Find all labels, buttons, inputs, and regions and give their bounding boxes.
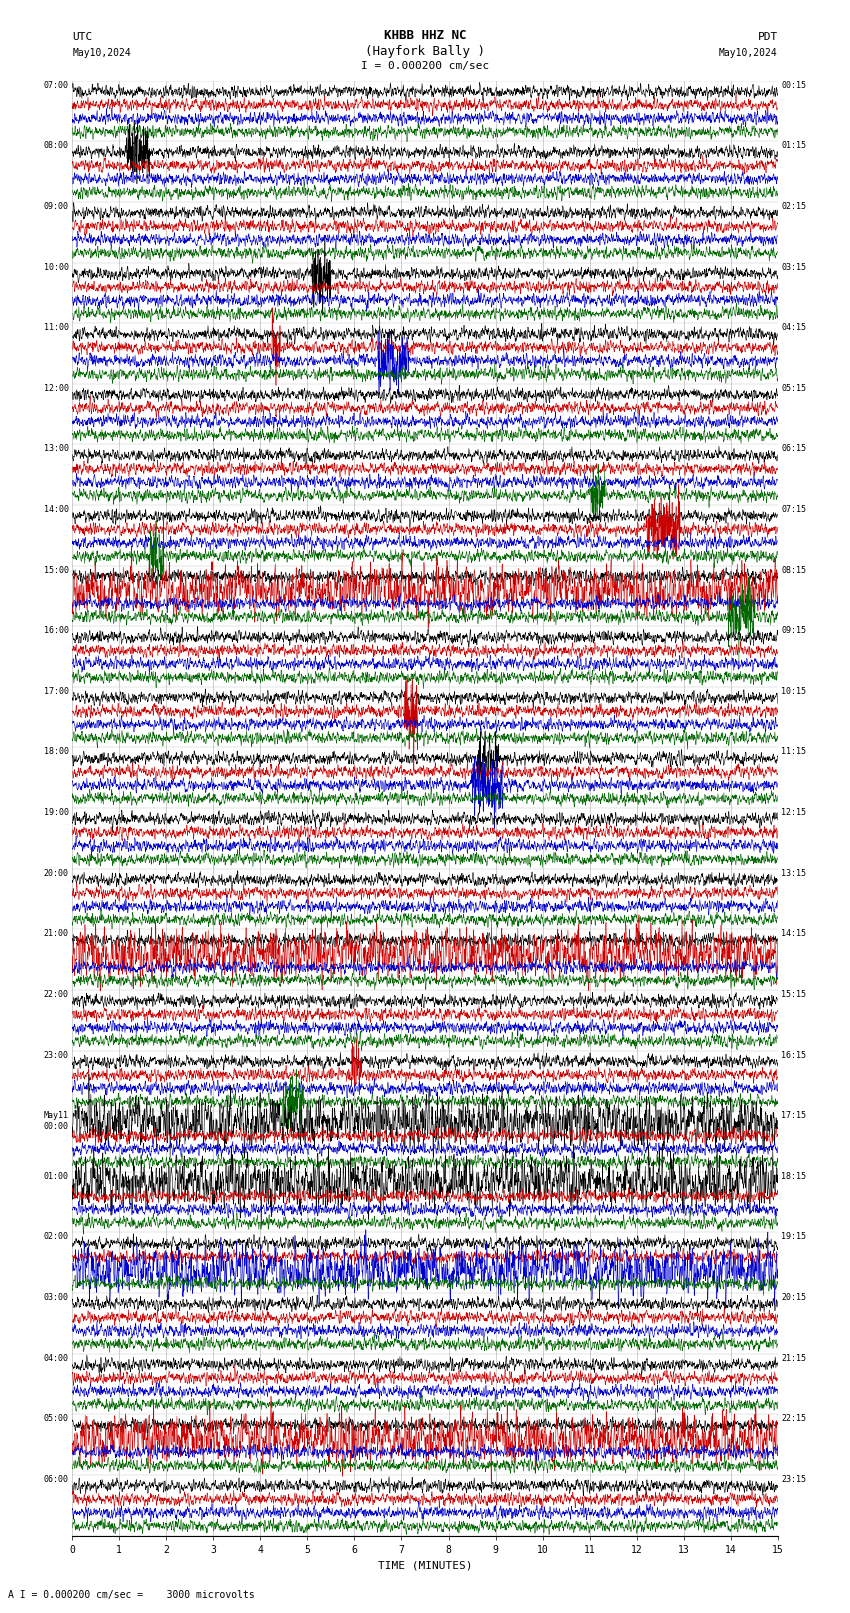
- Text: 04:15: 04:15: [781, 323, 807, 332]
- Text: 19:00: 19:00: [43, 808, 69, 818]
- Text: 20:15: 20:15: [781, 1294, 807, 1302]
- Text: May11
00:00: May11 00:00: [43, 1111, 69, 1131]
- Text: 17:15: 17:15: [781, 1111, 807, 1119]
- Text: 02:00: 02:00: [43, 1232, 69, 1242]
- Text: 05:15: 05:15: [781, 384, 807, 392]
- Text: 14:15: 14:15: [781, 929, 807, 939]
- Text: PDT: PDT: [757, 32, 778, 42]
- Text: 10:00: 10:00: [43, 263, 69, 271]
- Text: 22:15: 22:15: [781, 1415, 807, 1423]
- Text: 20:00: 20:00: [43, 869, 69, 877]
- Text: 13:15: 13:15: [781, 869, 807, 877]
- Text: 18:15: 18:15: [781, 1171, 807, 1181]
- Text: 16:15: 16:15: [781, 1050, 807, 1060]
- Text: UTC: UTC: [72, 32, 93, 42]
- Text: 15:15: 15:15: [781, 990, 807, 998]
- Text: 08:15: 08:15: [781, 566, 807, 574]
- Text: 22:00: 22:00: [43, 990, 69, 998]
- Text: 07:15: 07:15: [781, 505, 807, 515]
- X-axis label: TIME (MINUTES): TIME (MINUTES): [377, 1560, 473, 1569]
- Text: I = 0.000200 cm/sec: I = 0.000200 cm/sec: [361, 61, 489, 71]
- Text: 00:15: 00:15: [781, 81, 807, 90]
- Text: 06:00: 06:00: [43, 1474, 69, 1484]
- Text: 09:00: 09:00: [43, 202, 69, 211]
- Text: KHBB HHZ NC: KHBB HHZ NC: [383, 29, 467, 42]
- Text: 10:15: 10:15: [781, 687, 807, 695]
- Text: 18:00: 18:00: [43, 747, 69, 756]
- Text: May10,2024: May10,2024: [72, 48, 131, 58]
- Text: 11:15: 11:15: [781, 747, 807, 756]
- Text: 05:00: 05:00: [43, 1415, 69, 1423]
- Text: 13:00: 13:00: [43, 444, 69, 453]
- Text: 17:00: 17:00: [43, 687, 69, 695]
- Text: 12:00: 12:00: [43, 384, 69, 392]
- Text: 01:00: 01:00: [43, 1171, 69, 1181]
- Text: 23:00: 23:00: [43, 1050, 69, 1060]
- Text: (Hayfork Bally ): (Hayfork Bally ): [365, 45, 485, 58]
- Text: 23:15: 23:15: [781, 1474, 807, 1484]
- Text: May10,2024: May10,2024: [719, 48, 778, 58]
- Text: 15:00: 15:00: [43, 566, 69, 574]
- Text: 21:00: 21:00: [43, 929, 69, 939]
- Text: 04:00: 04:00: [43, 1353, 69, 1363]
- Text: 01:15: 01:15: [781, 142, 807, 150]
- Text: 03:15: 03:15: [781, 263, 807, 271]
- Text: 09:15: 09:15: [781, 626, 807, 636]
- Text: 12:15: 12:15: [781, 808, 807, 818]
- Text: 11:00: 11:00: [43, 323, 69, 332]
- Text: 07:00: 07:00: [43, 81, 69, 90]
- Text: 14:00: 14:00: [43, 505, 69, 515]
- Text: 16:00: 16:00: [43, 626, 69, 636]
- Text: 03:00: 03:00: [43, 1294, 69, 1302]
- Text: 21:15: 21:15: [781, 1353, 807, 1363]
- Text: 08:00: 08:00: [43, 142, 69, 150]
- Text: 19:15: 19:15: [781, 1232, 807, 1242]
- Text: A I = 0.000200 cm/sec =    3000 microvolts: A I = 0.000200 cm/sec = 3000 microvolts: [8, 1590, 255, 1600]
- Text: 02:15: 02:15: [781, 202, 807, 211]
- Text: 06:15: 06:15: [781, 444, 807, 453]
